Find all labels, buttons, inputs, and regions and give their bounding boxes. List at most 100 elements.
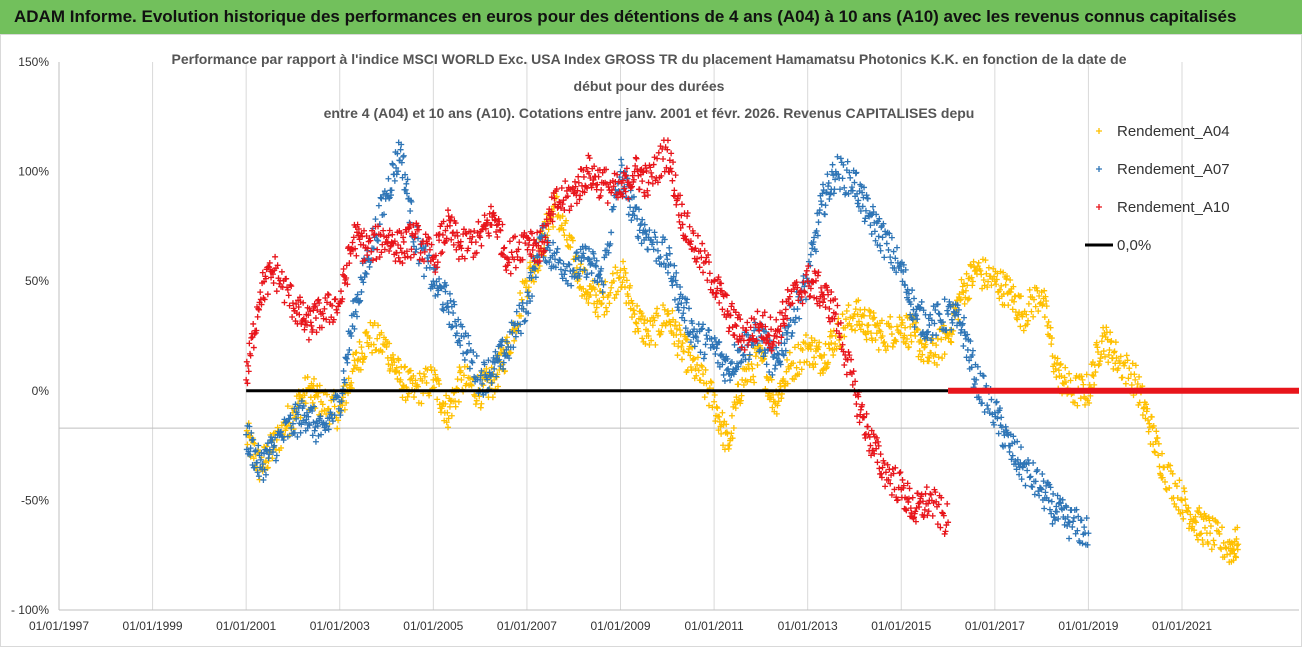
data-point: [254, 459, 261, 466]
data-point: [802, 340, 809, 347]
data-point: [415, 260, 422, 267]
data-point: [253, 327, 260, 334]
data-point: [455, 398, 462, 405]
data-point: [851, 179, 858, 186]
data-point: [1003, 273, 1010, 280]
data-point: [559, 213, 566, 220]
data-point: [769, 404, 776, 411]
data-point: [503, 254, 510, 261]
data-point: [1115, 365, 1122, 372]
data-point: [551, 195, 558, 202]
data-point: [305, 336, 312, 343]
data-point: [831, 186, 838, 193]
data-point: [737, 316, 744, 323]
data-point: [491, 359, 498, 366]
data-point: [1205, 540, 1212, 547]
data-point: [278, 422, 285, 429]
data-point: [440, 307, 447, 314]
data-point: [850, 368, 857, 375]
data-point: [721, 377, 728, 384]
data-point: [691, 343, 698, 350]
data-point: [529, 293, 536, 300]
data-point: [300, 299, 307, 306]
data-point: [848, 356, 855, 363]
data-point: [499, 221, 506, 228]
data-point: [244, 380, 251, 387]
data-point: [724, 355, 731, 362]
data-point: [675, 301, 682, 308]
data-point: [284, 286, 291, 293]
data-point: [519, 256, 526, 263]
data-point: [916, 347, 923, 354]
data-point: [766, 369, 773, 376]
data-point: [889, 343, 896, 350]
data-point: [1134, 380, 1141, 387]
data-point: [623, 172, 630, 179]
data-point: [1047, 484, 1054, 491]
data-point: [649, 180, 656, 187]
data-point: [798, 293, 805, 300]
data-point: [404, 393, 411, 400]
data-point: [252, 447, 259, 454]
data-point: [723, 314, 730, 321]
data-point: [827, 328, 834, 335]
data-point: [454, 376, 461, 383]
data-point: [897, 469, 904, 476]
data-point: [440, 218, 447, 225]
data-point: [876, 242, 883, 249]
data-point: [457, 367, 464, 374]
data-point: [434, 396, 441, 403]
data-point: [452, 220, 459, 227]
data-point: [1020, 327, 1027, 334]
data-point: [274, 424, 281, 431]
data-point: [556, 256, 563, 263]
data-point: [409, 380, 416, 387]
data-point: [861, 312, 868, 319]
data-point: [375, 202, 382, 209]
data-point: [621, 284, 628, 291]
data-point: [659, 146, 666, 153]
performance-scatter-chart: 01/01/1997 01/01/1999 01/01/2001 01/01/2003…: [11, 51, 1299, 633]
data-point: [1218, 546, 1225, 553]
data-point: [325, 426, 332, 433]
data-point: [868, 212, 875, 219]
data-point: [671, 340, 678, 347]
data-point: [654, 179, 661, 186]
data-point: [941, 351, 948, 358]
data-point: [1005, 302, 1012, 309]
data-point: [882, 347, 889, 354]
data-point: [760, 353, 767, 360]
data-point: [703, 380, 710, 387]
data-point: [470, 349, 477, 356]
data-point: [767, 314, 774, 321]
data-point: [671, 187, 678, 194]
data-point: [902, 324, 909, 331]
data-point: [939, 509, 946, 516]
data-point: [372, 216, 379, 223]
data-point: [273, 288, 280, 295]
data-point: [802, 271, 809, 278]
data-point: [1191, 527, 1198, 534]
data-point: [811, 354, 818, 361]
data-point: [630, 193, 637, 200]
data-point: [261, 278, 268, 285]
data-point: [477, 234, 484, 241]
data-point: [706, 270, 713, 277]
data-point: [374, 246, 381, 253]
data-point: [466, 365, 473, 372]
data-point: [929, 512, 936, 519]
data-point: [1128, 381, 1135, 388]
data-point: [1132, 376, 1139, 383]
data-point: [307, 308, 314, 315]
data-point: [257, 456, 264, 463]
data-point: [545, 226, 552, 233]
data-point: [403, 180, 410, 187]
data-point: [680, 348, 687, 355]
data-point: [945, 519, 952, 526]
data-point: [887, 254, 894, 261]
data-point: [1041, 314, 1048, 321]
data-point: [453, 322, 460, 329]
data-point: [1112, 339, 1119, 346]
data-point: [643, 231, 650, 238]
data-point: [875, 442, 882, 449]
